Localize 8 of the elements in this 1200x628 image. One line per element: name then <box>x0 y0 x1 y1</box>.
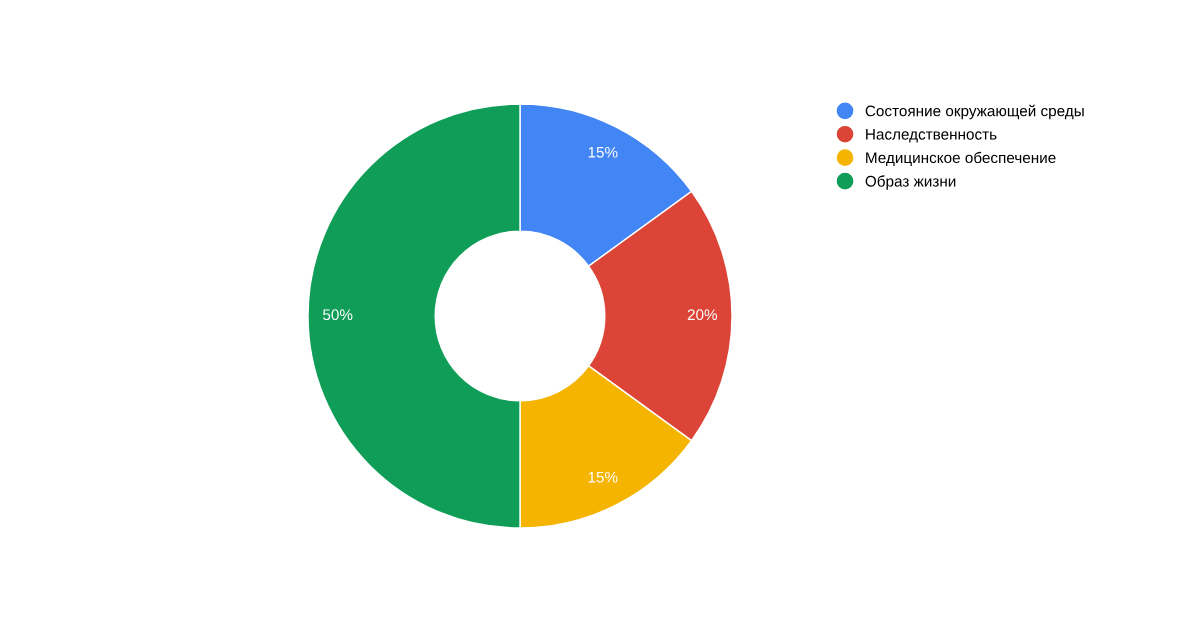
legend-label: Образ жизни <box>865 175 956 190</box>
data-label: 15% <box>588 146 618 158</box>
legend-label: Наследственность <box>866 129 997 143</box>
legend-label: Медицинское обеспечение <box>866 151 1056 167</box>
data-label: 20% <box>687 309 718 321</box>
data-label: 15% <box>588 471 618 483</box>
data-label: 50% <box>323 309 353 321</box>
legend-label: Состояние окружающей среды <box>865 104 1084 120</box>
